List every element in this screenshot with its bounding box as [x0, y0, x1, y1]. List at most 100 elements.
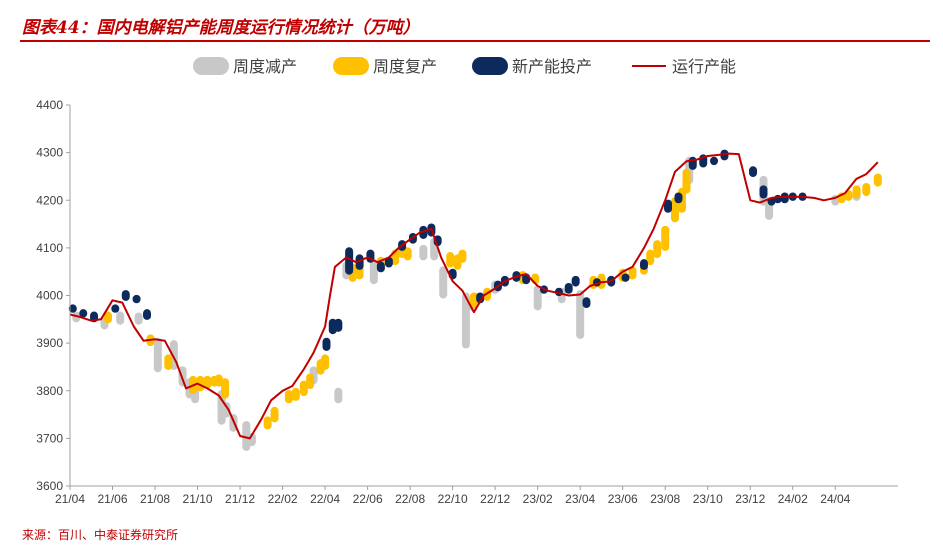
new-capacity-bar — [345, 247, 354, 275]
x-tick-label: 23/10 — [693, 492, 723, 506]
new-capacity-bar — [384, 256, 393, 268]
new-capacity-bar — [143, 309, 152, 320]
resume-bar — [682, 168, 691, 194]
title-rule — [20, 40, 930, 42]
new-capacity-bar — [621, 273, 630, 282]
new-capacity-bars — [68, 149, 807, 351]
reduce-bar — [153, 337, 162, 373]
new-capacity-bar — [688, 156, 697, 170]
resume-bar — [299, 380, 308, 397]
new-capacity-bar — [582, 297, 591, 309]
x-tick-label: 24/02 — [778, 492, 808, 506]
resume-bar — [844, 190, 853, 201]
y-tick-label: 4100 — [36, 241, 63, 255]
new-capacity-bar — [674, 192, 683, 204]
reduce-bar — [116, 311, 125, 325]
new-capacity-bar — [664, 199, 673, 213]
new-capacity-bar — [476, 292, 485, 304]
resume-bar — [263, 416, 272, 430]
x-tick-label: 22/10 — [438, 492, 468, 506]
resume-bar — [214, 374, 223, 387]
x-tick-label: 22/04 — [310, 492, 340, 506]
resume-bar — [646, 249, 655, 266]
legend-swatch — [333, 57, 369, 75]
new-capacity-bar — [571, 275, 580, 287]
x-tick-label: 23/08 — [650, 492, 680, 506]
resume-bar — [670, 197, 679, 223]
new-capacity-bar — [68, 304, 77, 313]
y-tick-label: 4400 — [36, 98, 63, 112]
chart-title: 图表44：国内电解铝产能周度运行情况统计（万吨） — [22, 18, 420, 38]
x-tick-label: 21/06 — [98, 492, 128, 506]
new-capacity-bar — [376, 261, 385, 273]
x-tick-label: 21/08 — [140, 492, 170, 506]
resume-bar — [221, 378, 230, 399]
resume-bar — [852, 185, 861, 199]
chart: 周度减产 周度复产 新产能投产 运行产能 3600 3700 3800 3900 4000 41… — [36, 57, 898, 506]
y-tick-label: 3900 — [36, 336, 63, 350]
x-tick-label: 22/02 — [268, 492, 298, 506]
y-tick-label: 3600 — [36, 479, 63, 493]
legend: 周度减产 周度复产 新产能投产 运行产能 — [193, 57, 736, 76]
new-capacity-bar — [564, 282, 573, 294]
legend-label: 周度复产 — [373, 57, 437, 76]
x-tick-label: 24/04 — [820, 492, 850, 506]
new-capacity-bar — [639, 259, 648, 270]
x-tick-label: 23/06 — [608, 492, 638, 506]
legend-label: 周度减产 — [233, 57, 297, 76]
x-tick-label: 21/04 — [55, 492, 85, 506]
reduce-bar — [134, 312, 143, 325]
new-capacity-bar — [79, 309, 88, 318]
reduce-bar — [439, 266, 448, 299]
new-capacity-bar — [710, 156, 719, 166]
y-tick-label: 4200 — [36, 193, 63, 207]
legend-label: 新产能投产 — [512, 57, 592, 76]
new-capacity-bar — [121, 290, 130, 301]
new-capacity-bar — [334, 318, 343, 332]
reduce-bar — [369, 259, 378, 285]
x-tick-label: 23/02 — [523, 492, 553, 506]
resume-bar — [873, 173, 882, 187]
resume-bar — [203, 375, 212, 389]
new-capacity-bar — [759, 185, 768, 199]
x-tick-label: 23/04 — [565, 492, 595, 506]
resume-bar — [103, 311, 112, 324]
resume-bar — [291, 387, 300, 401]
resume-bar — [196, 375, 205, 392]
x-tick-label: 21/12 — [225, 492, 255, 506]
new-capacity-bar — [322, 337, 331, 351]
x-tick-label: 23/12 — [735, 492, 765, 506]
resume-bar — [270, 406, 279, 423]
x-tick-label: 22/06 — [353, 492, 383, 506]
resume-bar — [628, 266, 637, 280]
new-capacity-bar — [355, 254, 364, 270]
x-tick-label: 21/10 — [183, 492, 213, 506]
resume-bar — [321, 354, 330, 370]
resume-bar — [403, 247, 412, 261]
y-tick-label: 4000 — [36, 289, 63, 303]
x-tick-label: 22/12 — [480, 492, 510, 506]
legend-swatch — [472, 57, 508, 75]
reduce-bar — [419, 244, 428, 261]
legend-label: 运行产能 — [672, 57, 736, 76]
resume-bar — [284, 390, 293, 404]
new-capacity-bar — [749, 166, 758, 178]
y-tick-label: 3800 — [36, 384, 63, 398]
resume-bar — [469, 292, 478, 309]
x-tick-label: 22/08 — [395, 492, 425, 506]
new-capacity-bar — [132, 294, 141, 304]
resume-bar — [306, 373, 315, 389]
y-tick-label: 4300 — [36, 146, 63, 160]
legend-swatch — [193, 57, 229, 75]
reduce-bar — [222, 402, 231, 418]
reduce-bar — [334, 387, 343, 404]
resume-bar — [446, 252, 455, 268]
reduce-bars — [72, 156, 861, 451]
resume-bar — [862, 182, 871, 197]
new-capacity-bar — [111, 304, 120, 313]
reduce-bar — [533, 285, 542, 311]
source-note: 来源：百川、中泰证券研究所 — [22, 528, 179, 542]
resume-bar — [661, 225, 670, 251]
reduce-bar — [576, 290, 585, 339]
resume-bar — [164, 354, 173, 370]
